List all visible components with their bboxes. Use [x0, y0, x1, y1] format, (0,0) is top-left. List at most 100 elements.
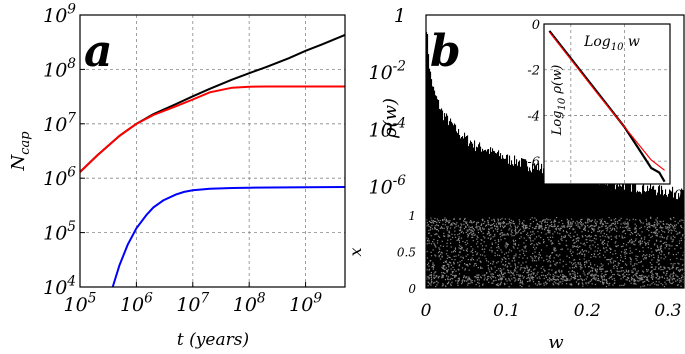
scatter-point — [634, 280, 636, 282]
scatter-point — [523, 242, 525, 244]
scatter-point — [463, 228, 465, 230]
scatter-point — [511, 272, 513, 274]
histogram-bar — [481, 151, 483, 215]
scatter-point — [463, 223, 465, 225]
scatter-point — [559, 243, 561, 245]
scatter-point — [457, 262, 459, 264]
histogram-bar — [639, 191, 641, 215]
scatter-point — [601, 241, 603, 243]
histogram-bar — [575, 176, 577, 215]
scatter-point — [674, 248, 676, 250]
scatter-point — [547, 261, 549, 263]
scatter-point — [614, 221, 616, 223]
scatter-point — [485, 225, 487, 227]
histogram-bar — [583, 176, 585, 215]
scatter-point — [472, 236, 474, 238]
scatter-point — [539, 221, 541, 223]
scatter-point — [623, 243, 625, 245]
scatter-point — [498, 268, 500, 270]
scatter-point — [520, 264, 522, 266]
scatter-point — [445, 285, 447, 287]
scatter-point — [665, 256, 667, 258]
histogram-bar — [459, 135, 461, 215]
scatter-point — [557, 255, 559, 257]
scatter-point — [628, 277, 630, 279]
scatter-point — [582, 285, 584, 287]
histogram-bar — [556, 175, 558, 215]
histogram-bar — [623, 184, 625, 215]
scatter-point — [521, 286, 523, 288]
scatter-point — [560, 248, 562, 250]
scatter-point — [494, 255, 496, 257]
scatter-point — [624, 251, 627, 253]
scatter-point — [654, 232, 656, 234]
scatter-point — [514, 240, 517, 242]
scatter-point — [432, 249, 434, 251]
histogram-bar — [530, 170, 532, 215]
scatter-point — [616, 266, 618, 268]
scatter-point — [540, 221, 543, 223]
histogram-bar — [554, 173, 556, 215]
histogram-bar — [616, 184, 618, 215]
histogram-bar — [489, 154, 491, 215]
scatter-point — [434, 234, 436, 236]
scatter-point — [589, 280, 592, 282]
scatter-point — [458, 273, 461, 275]
scatter-point — [502, 275, 504, 277]
scatter-point — [529, 268, 531, 270]
scatter-point — [502, 259, 504, 261]
scatter-point — [588, 226, 590, 228]
scatter-point — [679, 231, 681, 233]
scatter-point — [555, 262, 557, 264]
scatter-point — [504, 257, 506, 260]
scatter-point — [471, 233, 473, 236]
histogram-bar — [515, 164, 517, 215]
scatter-point — [634, 227, 636, 230]
scatter-point — [600, 270, 602, 272]
scatter-point — [608, 231, 611, 233]
histogram-bar — [429, 68, 431, 215]
scatter-point — [652, 254, 654, 256]
scatter-point — [604, 271, 606, 273]
scatter-point — [617, 264, 619, 266]
scatter-point — [569, 235, 571, 237]
y-tick-label: 10-4 — [368, 116, 406, 142]
histogram-bar — [588, 175, 590, 215]
scatter-point — [634, 263, 636, 265]
scatter-point — [545, 224, 547, 226]
scatter-point — [491, 242, 493, 244]
scatter-point — [426, 257, 428, 259]
scatter-point — [473, 229, 475, 231]
scatter-point — [476, 252, 478, 254]
scatter-point — [491, 251, 493, 253]
scatter-point — [462, 256, 464, 258]
scatter-point — [517, 225, 519, 227]
histogram-bar — [465, 136, 467, 215]
scatter-point — [522, 230, 524, 233]
scatter-point — [541, 257, 543, 259]
scatter-point — [476, 235, 478, 237]
scatter-point — [608, 277, 610, 280]
histogram-bar — [674, 192, 676, 215]
scatter-point — [452, 266, 454, 268]
scatter-point — [436, 284, 438, 286]
scatter-point — [620, 270, 623, 272]
scatter-point — [438, 236, 441, 238]
scatter-point — [497, 226, 499, 228]
scatter-point — [442, 272, 445, 274]
histogram-bar — [652, 186, 654, 215]
scatter-point — [471, 280, 473, 282]
scatter-point — [572, 221, 574, 223]
scatter-point — [564, 275, 566, 277]
scatter-point — [483, 222, 485, 225]
scatter-point — [553, 221, 555, 223]
scatter-point — [532, 277, 534, 279]
scatter-point — [636, 276, 638, 278]
scatter-point — [458, 254, 460, 256]
histogram-bar — [467, 135, 469, 215]
scatter-point — [443, 235, 445, 237]
scatter-point — [526, 233, 528, 236]
scatter-point — [572, 273, 574, 275]
scatter-point — [434, 244, 436, 246]
scatter-point — [540, 225, 542, 227]
